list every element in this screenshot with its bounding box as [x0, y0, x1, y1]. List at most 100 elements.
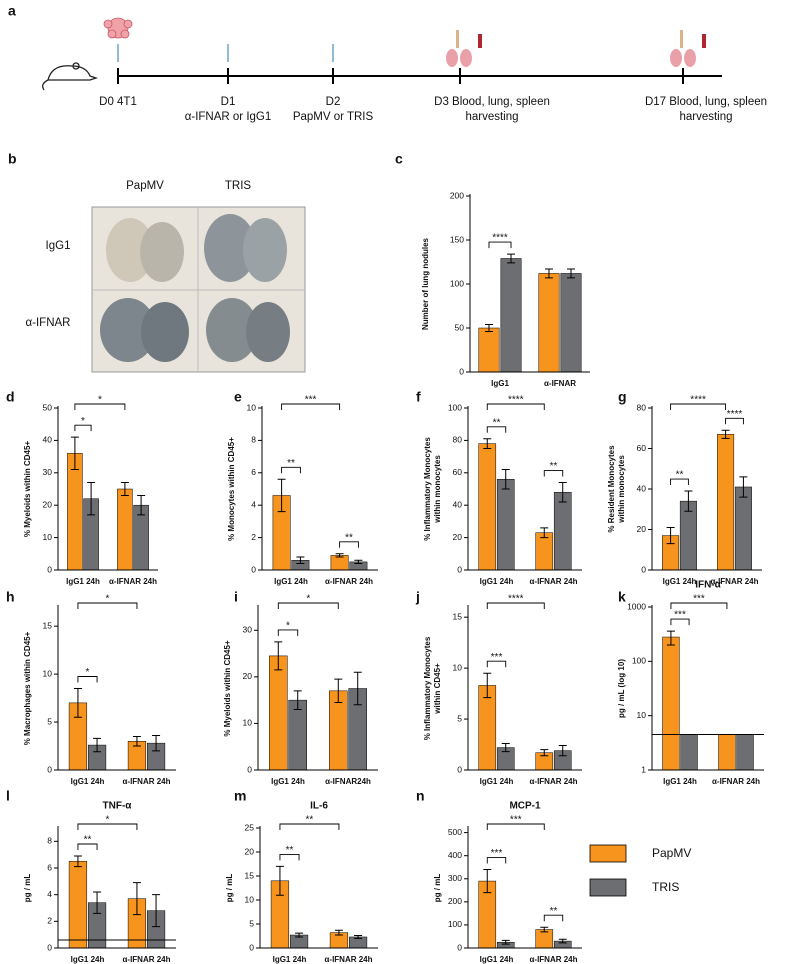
error-bar	[137, 494, 146, 516]
error-bar	[484, 323, 493, 333]
error-bar	[277, 478, 286, 513]
y-tick-label: 400	[448, 850, 462, 860]
x-tick-label: α-IFNAR 24h	[324, 955, 372, 964]
syringes	[117, 44, 334, 62]
y-tick-label: 8	[47, 836, 52, 846]
y-axis-label: % Inflammatory Monocytes	[423, 636, 432, 740]
x-tick-label: α-IFNAR 24h	[529, 777, 577, 786]
bar	[478, 443, 497, 571]
panel-letter: c	[395, 151, 403, 167]
significance-label: **	[84, 835, 92, 846]
error-bar	[558, 745, 567, 757]
significance-label: ***	[305, 395, 317, 406]
error-bar	[334, 678, 343, 703]
organ-icons	[446, 30, 706, 67]
bar	[680, 734, 698, 771]
y-tick-label: 0	[47, 942, 52, 952]
timeline-art	[42, 17, 722, 91]
y-axis-label: pg / mL	[23, 874, 32, 903]
y-axis-label: % Myeloids within CD45+	[223, 640, 232, 737]
y-tick-label: 5	[47, 716, 52, 726]
panel-letter: j	[415, 589, 420, 605]
y-axis-label: pg / mL (log 10)	[617, 659, 626, 718]
x-tick-label: α-IFNAR 24h	[529, 955, 577, 964]
y-tick-label: 10	[247, 402, 257, 412]
panel-letter: h	[6, 589, 15, 605]
significance-label: *	[86, 667, 90, 678]
mouse-icon	[42, 62, 99, 91]
y-axis-label: % Monocytes within CD45+	[227, 437, 236, 541]
x-tick-label: IgG1 24h	[71, 777, 105, 786]
error-bar	[544, 268, 553, 279]
error-bar	[73, 855, 82, 868]
y-tick-label: 100	[450, 278, 464, 288]
significance-bracket	[77, 676, 98, 683]
x-tick-label: IgG1 24h	[663, 577, 697, 586]
y-tick-label: 0	[47, 764, 52, 774]
bar	[269, 655, 288, 771]
y-tick-label: 15	[43, 620, 53, 630]
significance-label: *	[81, 416, 85, 427]
y-axis-label: % Macrophages within CD45+	[23, 631, 32, 745]
y-tick-label: 25	[245, 822, 255, 832]
error-bar	[295, 932, 304, 938]
x-tick-label: α-IFNAR	[544, 379, 576, 388]
significance-label: ****	[492, 233, 508, 244]
error-bar	[501, 469, 510, 490]
x-tick-label: α-IFNAR 24h	[710, 577, 758, 586]
timeline-label: harvesting	[679, 111, 732, 123]
chart-title: IL-6	[310, 801, 328, 812]
y-tick-label: 500	[448, 827, 462, 837]
x-tick-label: IgG1 24h	[663, 777, 697, 786]
y-tick-label: 10	[637, 710, 647, 720]
significance-label: **	[306, 815, 314, 826]
timeline-label: PapMV or TRIS	[293, 111, 374, 123]
significance-label: *	[105, 594, 109, 605]
significance-label: ***	[491, 848, 503, 859]
y-axis-label: % Resident Monocytes	[607, 445, 616, 533]
error-bar	[483, 672, 492, 699]
panel-letter: n	[416, 788, 425, 804]
significance-label: **	[345, 532, 353, 543]
bar	[662, 636, 680, 771]
error-bar	[540, 749, 549, 757]
chart-title: TNF-α	[103, 801, 133, 812]
bar	[553, 491, 572, 571]
bar	[538, 273, 560, 373]
error-bar	[507, 253, 516, 264]
y-tick-label: 0	[251, 564, 256, 574]
timeline-label: harvesting	[465, 111, 518, 123]
significance-label: ***	[491, 652, 503, 663]
significance-bracket	[281, 403, 341, 410]
x-tick-label: α-IFNAR 24h	[109, 577, 157, 586]
y-tick-label: 15	[245, 870, 255, 880]
error-bar	[567, 268, 576, 279]
timeline-label: D17 Blood, lung, spleen	[645, 96, 767, 108]
x-tick-label: α-IFNAR 24h	[122, 777, 170, 786]
y-tick-label: 0	[459, 366, 464, 376]
significance-label: **	[286, 845, 294, 856]
significance-bracket	[277, 629, 299, 636]
tumor-icon	[103, 17, 133, 39]
error-bar	[274, 641, 283, 671]
significance-label: ****	[727, 409, 743, 420]
column-label: TRIS	[225, 180, 252, 192]
significance-bracket	[488, 241, 512, 249]
y-axis-label: within monocytes	[433, 455, 442, 524]
y-tick-label: 5	[249, 918, 254, 928]
significance-bracket	[279, 823, 340, 830]
y-axis-label: within monocytes	[617, 455, 626, 524]
significance-bracket	[77, 843, 98, 850]
y-tick-label: 20	[637, 524, 647, 534]
error-bar	[152, 734, 161, 752]
y-tick-label: 0	[47, 564, 52, 574]
y-tick-label: 4	[47, 889, 52, 899]
significance-bracket	[670, 478, 689, 486]
x-tick-label: α-IFNAR24h	[325, 777, 371, 786]
y-axis-label: % Inflammatory Monocytes	[423, 437, 432, 541]
y-tick-label: 2	[47, 916, 52, 926]
significance-bracket	[74, 424, 92, 432]
error-bar	[93, 891, 102, 914]
y-tick-label: 15	[453, 611, 463, 621]
error-bar	[739, 476, 748, 498]
